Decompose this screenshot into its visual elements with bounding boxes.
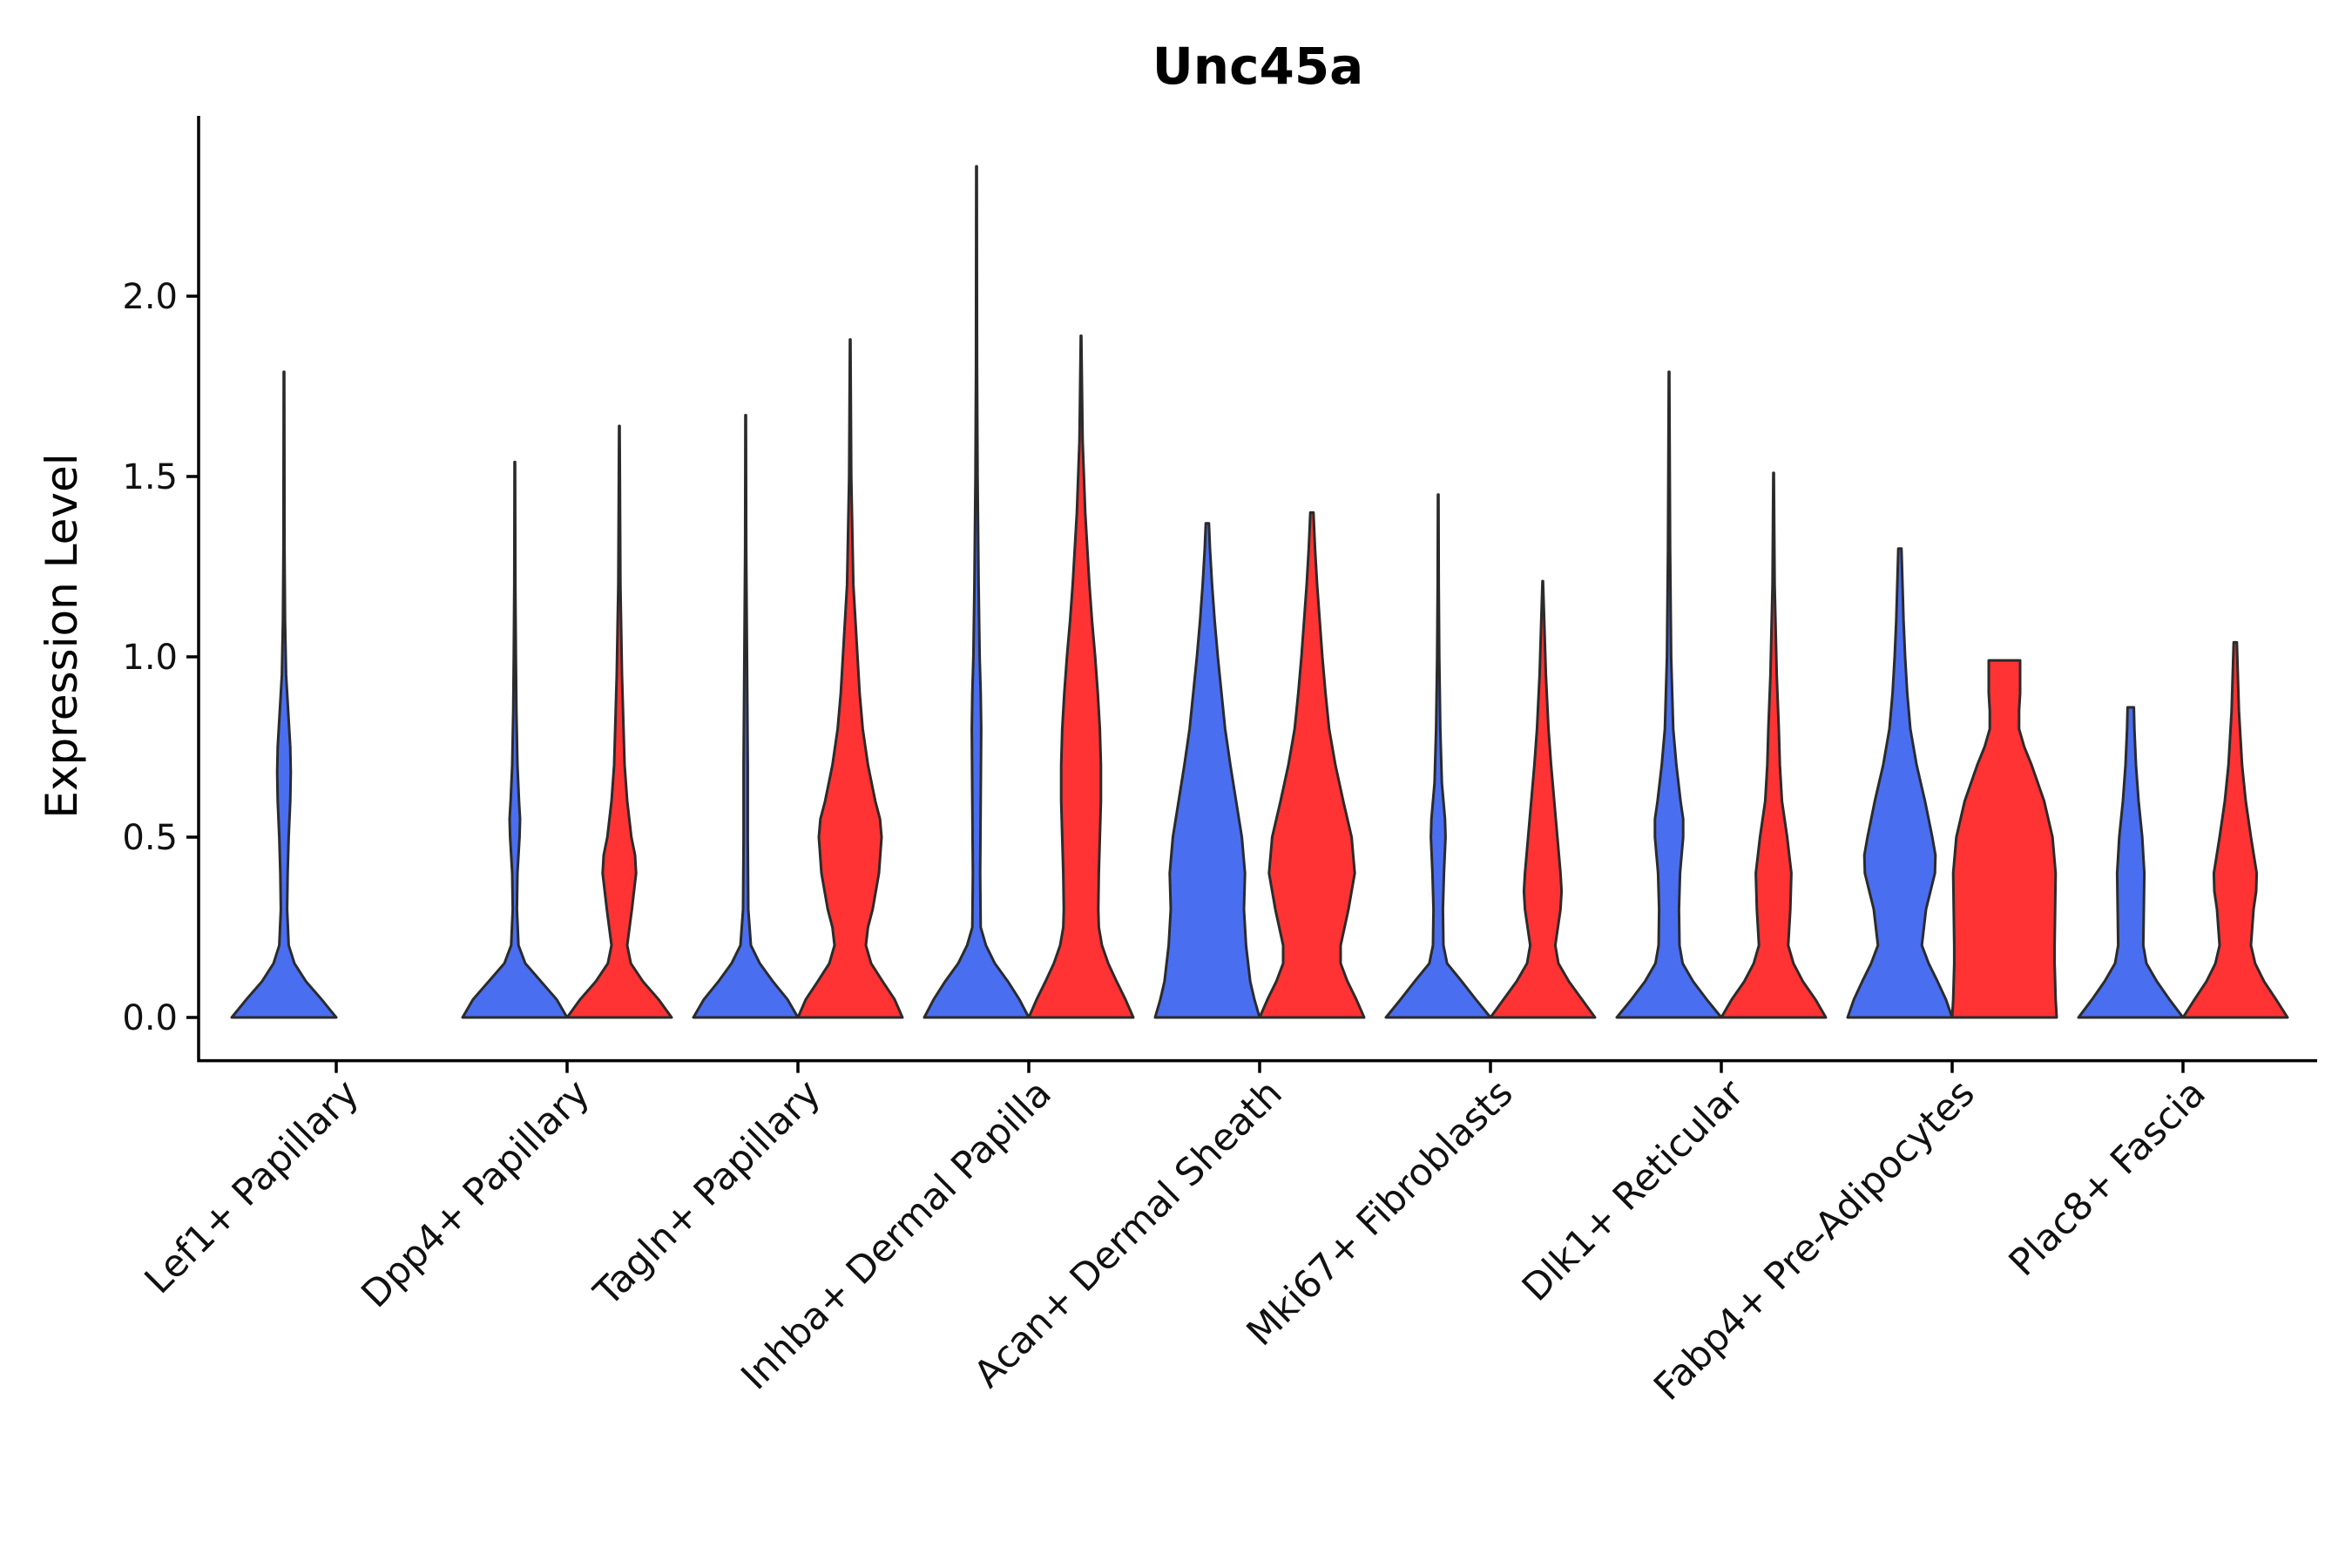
violin-group-red-7 <box>1720 471 1828 1019</box>
violin-group-blue-1 <box>230 370 338 1019</box>
violin-group-blue-2 <box>461 460 569 1019</box>
violin-group-blue-4 <box>923 165 1031 1019</box>
violin-group-blue-7 <box>1615 370 1723 1019</box>
violin-group-red-8 <box>1950 659 2058 1019</box>
axis-lines <box>197 116 2317 1063</box>
x-tick-label: Mki67+ Fibroblasts <box>1239 1071 1522 1355</box>
y-ticks: 0.0 0.5 1.0 1.5 2.0 <box>122 277 199 1038</box>
x-tick-label: Dpp4+ Papillary <box>354 1071 598 1316</box>
x-tick-label: Lef1+ Papillary <box>137 1071 368 1302</box>
y-tick-label: 1.5 <box>122 457 178 497</box>
y-tick-label: 0.0 <box>122 998 178 1038</box>
y-tick-label: 1.0 <box>122 638 178 678</box>
violins-layer <box>230 165 2289 1019</box>
violin-group-red-9 <box>2181 640 2289 1019</box>
x-tick-label: Tagln+ Papillary <box>585 1071 829 1315</box>
chart-title: Unc45a <box>1152 37 1364 96</box>
violin-group-blue-3 <box>692 414 800 1019</box>
violin-group-blue-6 <box>1384 493 1492 1019</box>
violin-group-red-6 <box>1489 579 1597 1019</box>
violin-group-red-2 <box>565 424 673 1019</box>
x-tick-label: Plac8+ Fascia <box>2001 1071 2214 1285</box>
violin-group-red-3 <box>796 338 904 1019</box>
y-axis-label: Expression Level <box>37 453 87 818</box>
axes-layer <box>197 116 2317 1063</box>
violin-group-red-4 <box>1027 335 1135 1019</box>
x-tick-label: Dlk1+ Reticular <box>1514 1071 1753 1310</box>
violin-group-blue-9 <box>2077 706 2185 1019</box>
y-tick-label: 2.0 <box>122 277 178 317</box>
y-tick-label: 0.5 <box>122 818 178 858</box>
violin-group-blue-5 <box>1153 522 1261 1019</box>
violin-group-blue-8 <box>1846 547 1954 1019</box>
violin-group-red-5 <box>1258 510 1366 1019</box>
